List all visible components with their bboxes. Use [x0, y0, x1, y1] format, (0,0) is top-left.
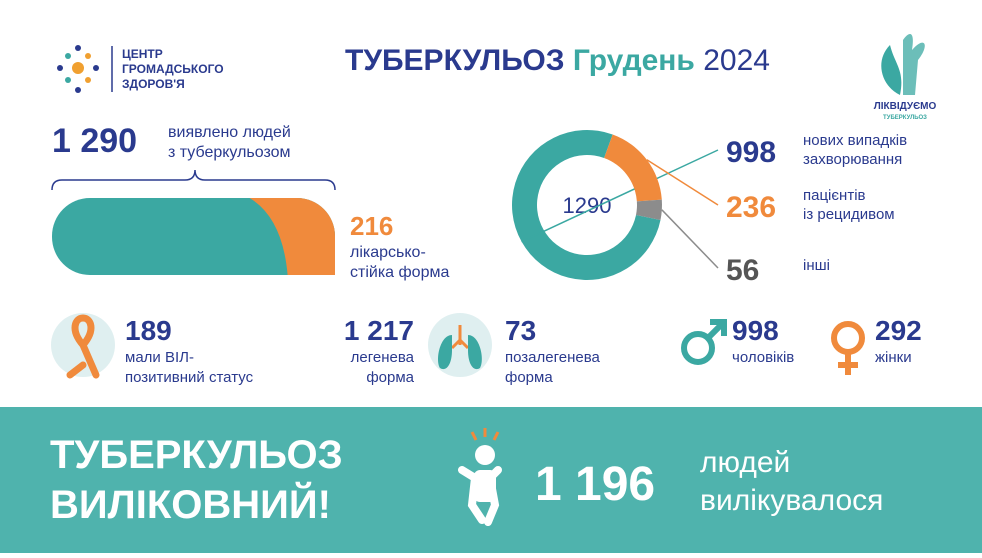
stat-value: 1 217 [344, 315, 414, 346]
leader-line [521, 149, 719, 243]
segment-label: захворювання [803, 151, 902, 168]
logo-dots [57, 45, 99, 93]
donut-segment [604, 134, 662, 202]
stat-label: чоловіків [732, 349, 794, 366]
donut-total: 1290 [563, 193, 612, 218]
title-part: ТУБЕРКУЛЬОЗ [345, 44, 565, 77]
segment-label: інші [803, 257, 830, 274]
stat-label: мали ВІЛ- [125, 349, 194, 366]
male-icon [681, 319, 727, 365]
stat-label: форма [505, 369, 553, 386]
brace [51, 169, 336, 191]
segment-label: пацієнтів [803, 187, 866, 204]
stat-value: 998 [732, 315, 779, 346]
title: ТУБЕРКУЛЬОЗ Грудень 2024 [345, 44, 770, 77]
resistant-label: стійка форма [350, 264, 449, 281]
org-name: ГРОМАДСЬКОГО [122, 62, 224, 76]
segment-label: із рецидивом [803, 206, 895, 223]
title-part: 2024 [703, 44, 770, 77]
stat-value: 292 [875, 315, 922, 346]
stat-label: легенева [351, 349, 415, 366]
leader-line [646, 159, 719, 206]
stat-label: форма [366, 369, 414, 386]
stat-label: позалегенева [505, 349, 601, 366]
child-icon [458, 428, 502, 526]
stat-label: жінки [875, 349, 912, 366]
cured-label: вилікувалося [700, 484, 883, 517]
ribbon-icon [66, 314, 100, 379]
segment-value: 56 [726, 254, 759, 287]
slogan: ТУБЕРКУЛЬОЗ [50, 433, 343, 477]
title-part: Грудень [573, 44, 695, 77]
cured-label: людей [700, 446, 790, 479]
campaign-text: ТУБЕРКУЛЬОЗ [883, 115, 927, 121]
slogan: ВИЛІКОВНИЙ! [50, 481, 331, 527]
stat-label: позитивний статус [125, 369, 254, 386]
stat-value: 189 [125, 315, 172, 346]
org-name: ЗДОРОВ'Я [122, 77, 185, 91]
org-name: ЦЕНТР [122, 47, 163, 61]
bar-total [52, 198, 335, 275]
donut-segment [635, 199, 662, 220]
cured-value: 1 196 [535, 458, 655, 511]
female-icon [831, 321, 865, 375]
lungs-icon [450, 325, 470, 350]
lungs-icon [438, 335, 482, 370]
bar-resistant [249, 198, 335, 275]
leader-line [661, 209, 719, 269]
campaign-logo: ЛІКВІДУЄМО ТУБЕРКУЛЬОЗ [874, 34, 937, 121]
segment-value: 998 [726, 136, 776, 169]
stat-value: 73 [505, 315, 536, 346]
resistant-value: 216 [350, 211, 393, 241]
detected-label: з туберкульозом [168, 144, 291, 161]
detected-label: виявлено людей [168, 124, 291, 141]
resistant-label: лікарсько- [350, 244, 426, 261]
donut-segment [512, 130, 661, 281]
detected-value: 1 290 [52, 122, 137, 160]
campaign-text: ЛІКВІДУЄМО [874, 101, 937, 112]
segment-label: нових випадків [803, 132, 907, 149]
segment-value: 236 [726, 191, 776, 224]
